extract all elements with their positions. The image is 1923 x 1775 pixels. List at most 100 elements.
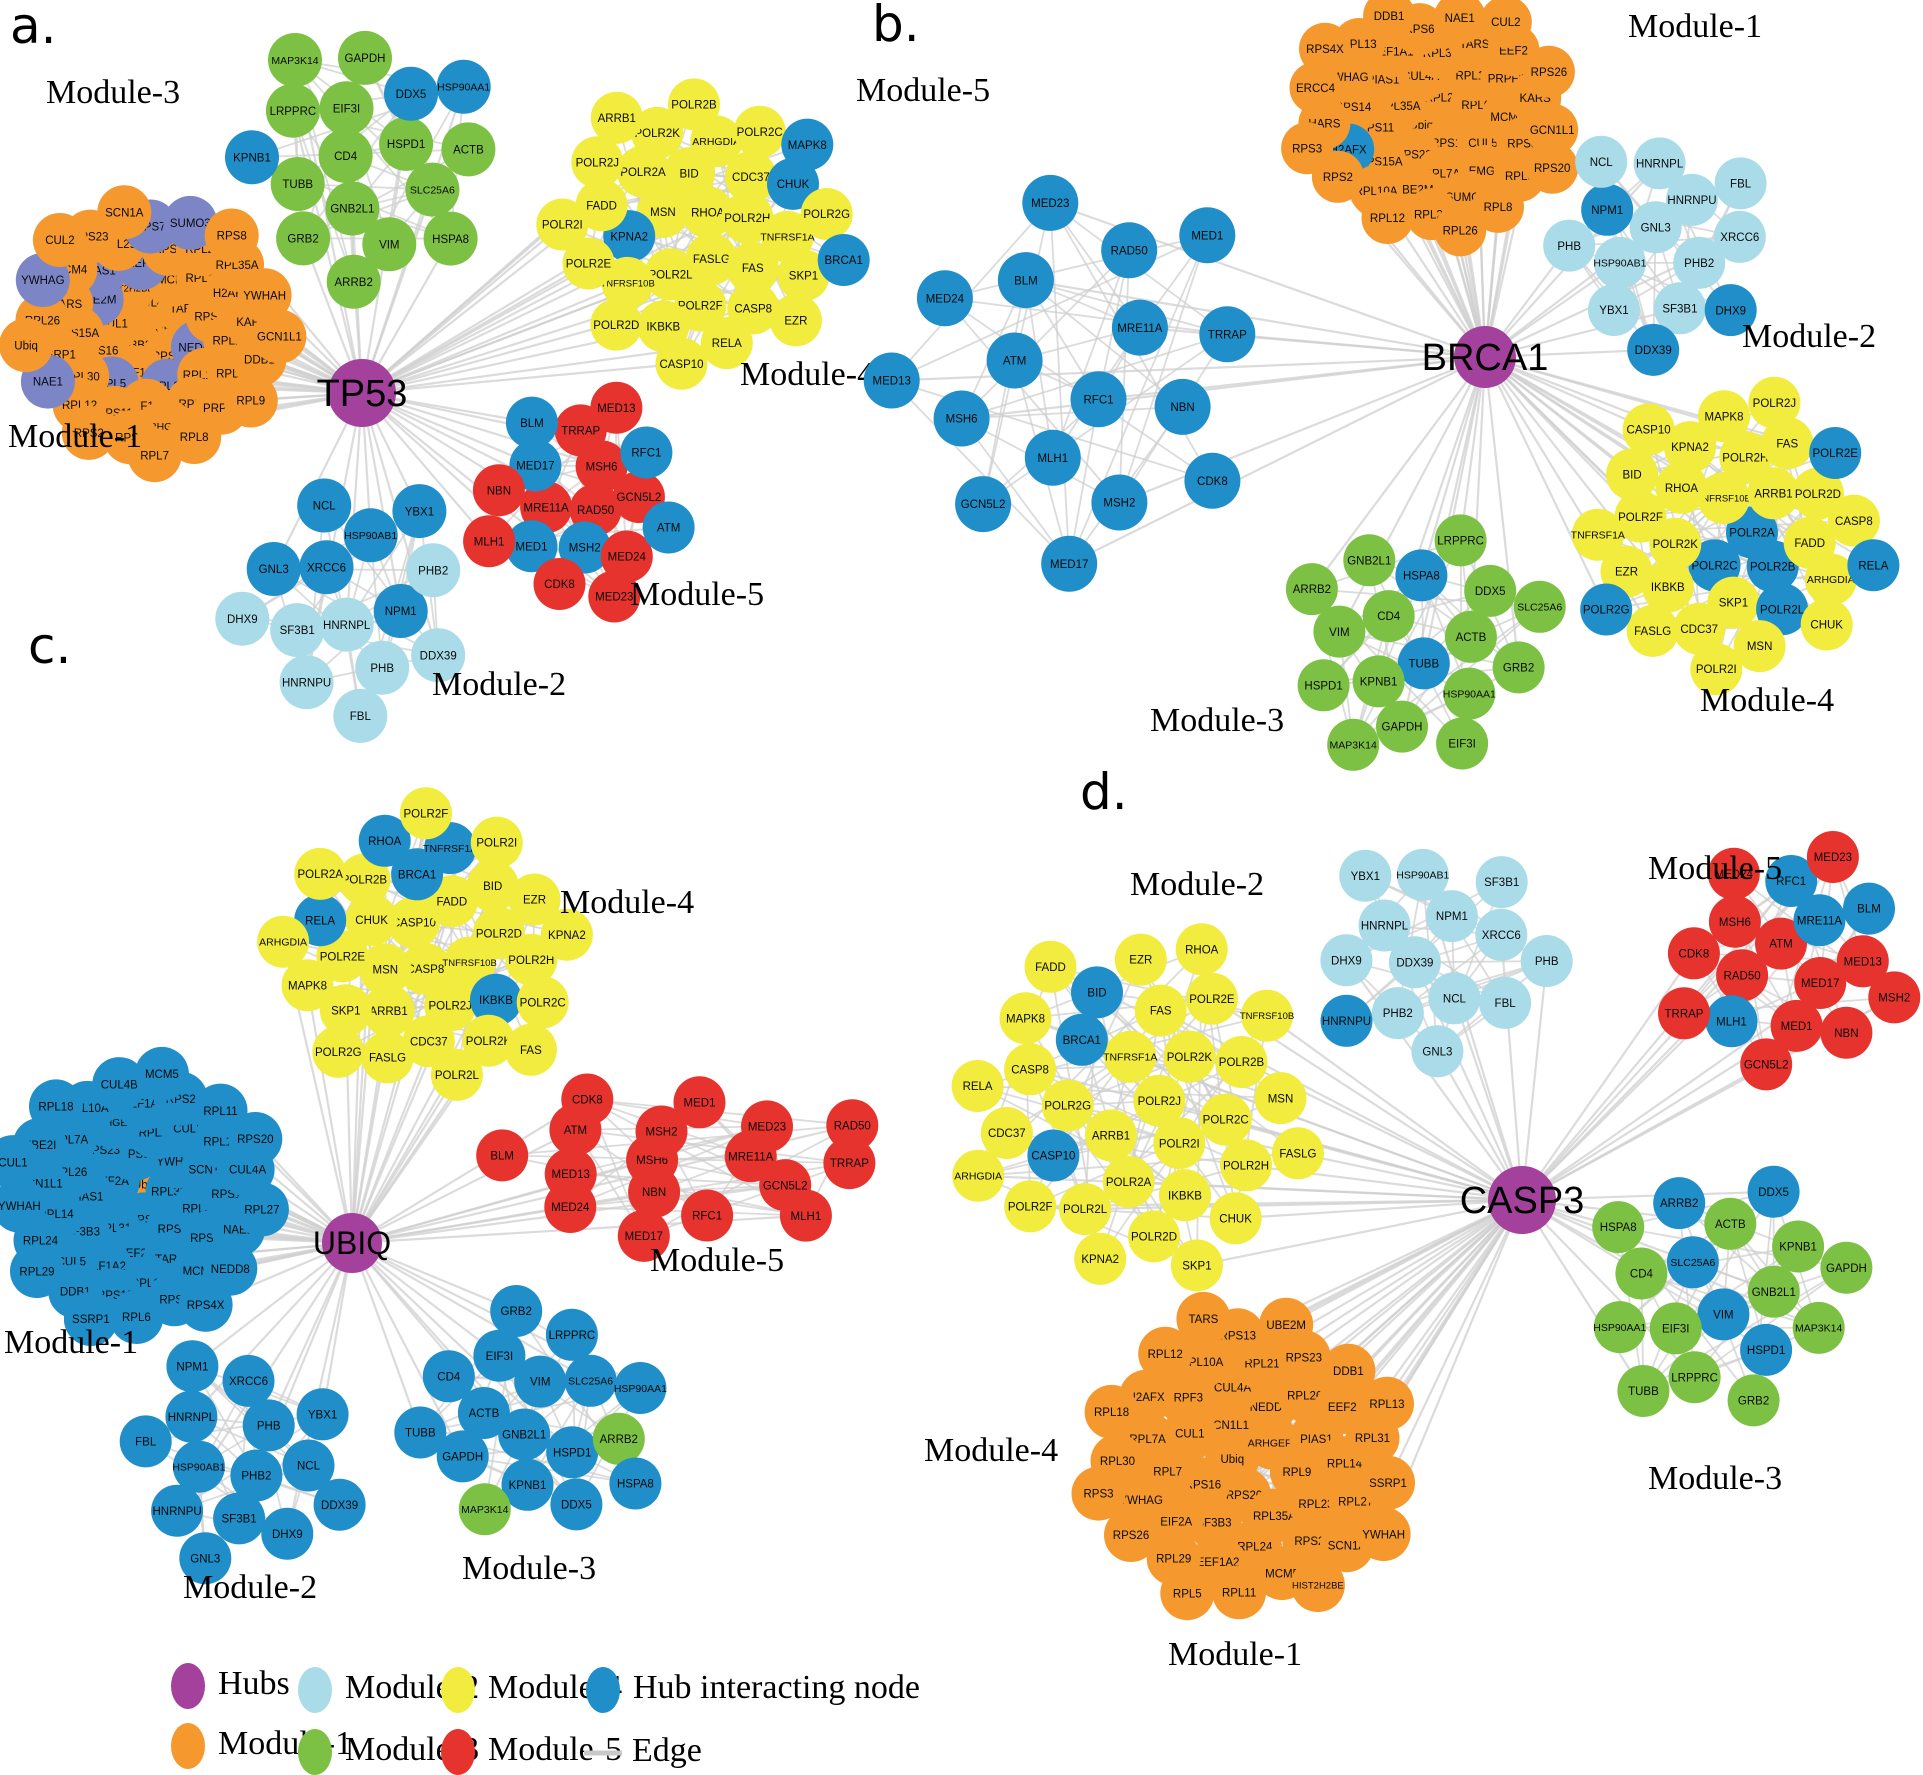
gene-node-label: KPNA2 (610, 231, 648, 243)
hub-edge-line (1030, 1198, 1523, 1208)
gene-node-label: EEF2 (1328, 1402, 1357, 1414)
hub-edge-line (267, 1242, 354, 1426)
gene-node-label: GNB2L1 (1347, 555, 1391, 567)
module-label: Module-1 (1628, 8, 1762, 45)
gene-node-label: GNB2L1 (1752, 1287, 1796, 1299)
gene-node (516, 976, 569, 1029)
gene-node-label: ATM (1003, 356, 1026, 368)
edge-line (1641, 1245, 1799, 1275)
gene-node-label: BRCA1 (825, 255, 863, 267)
gene-node (1479, 976, 1532, 1029)
gene-node-label: MSN (1747, 641, 1773, 653)
gene-node (1464, 564, 1517, 617)
hub-edge-line (350, 1242, 422, 1433)
gene-node (472, 464, 525, 517)
gene-node-label: POLR2A (1729, 528, 1775, 540)
gene-node (1792, 1301, 1845, 1354)
gene-node-label: BRCA1 (398, 870, 436, 882)
gene-node-label: MLH1 (1037, 453, 1068, 465)
gene-node (319, 984, 372, 1037)
gene-node (1748, 376, 1801, 429)
gene-node-label: GAPDH (1382, 722, 1423, 734)
gene-node-label: CASP8 (734, 304, 772, 316)
gene-node-label: ATM (564, 1125, 587, 1137)
gene-node-label: MED24 (551, 1202, 590, 1214)
gene-node-label: VIM (1329, 627, 1349, 639)
gene-node-label: HNRNPU (1322, 1016, 1371, 1028)
gene-node (476, 1129, 529, 1182)
gene-node-label: PHB2 (418, 565, 448, 577)
gene-node (361, 1031, 414, 1084)
panel-letter: b. (872, 0, 920, 53)
legend-label: Edge (632, 1732, 702, 1769)
gene-node (1285, 563, 1338, 616)
gene-node-label: CDK8 (1679, 949, 1710, 961)
gene-node-label: DHX9 (1715, 305, 1746, 317)
gene-node-label: MAP3K14 (461, 1504, 508, 1516)
module-label: Module-3 (46, 74, 180, 111)
gene-node-label: HSPD1 (553, 1447, 591, 1459)
gene-node (951, 1060, 1004, 1112)
gene-node (781, 118, 834, 171)
gene-node-label: RPS20 (1534, 163, 1570, 175)
gene-node (1004, 1043, 1057, 1096)
gene-node-label: YWHAG (1119, 1495, 1163, 1507)
gene-node-label: SLC25A6 (1670, 1257, 1715, 1269)
edge-line (1051, 249, 1131, 459)
gene-node (1102, 1155, 1155, 1208)
gene-node (1836, 935, 1889, 988)
module-cluster-a-module-1: PCNASF3B3CUL4BRPS13CUL1TARSEEF1A2HIST2H2… (0, 185, 307, 483)
gene-node-label: RFC1 (1083, 395, 1113, 407)
gene-node-label: FBL (1730, 179, 1752, 191)
gene-node (1727, 1374, 1780, 1427)
gene-node-label: EIF2A (1160, 1517, 1192, 1529)
gene-node-label: ARHGDIA (259, 937, 307, 949)
gene-node (294, 847, 347, 900)
gene-node (252, 309, 307, 364)
gene-node-label: FAS (520, 1045, 542, 1057)
gene-node (362, 217, 417, 272)
gene-node-label: CHUK (355, 915, 388, 927)
gene-node-label: RELA (963, 1081, 993, 1093)
gene-node-label: KPNA2 (1081, 1254, 1119, 1266)
gene-node-label: BLM (520, 418, 544, 430)
gene-node (406, 543, 461, 598)
gene-node (823, 1137, 876, 1190)
gene-node (1153, 1117, 1206, 1170)
gene-node (1740, 1038, 1793, 1091)
hub-edge-line (1422, 356, 1487, 664)
gene-node (222, 1354, 275, 1407)
gene-node-label: DDB1 (1374, 11, 1405, 23)
gene-node-label: MED1 (1781, 1021, 1813, 1033)
gene-node (1360, 1376, 1414, 1431)
gene-node (1794, 957, 1847, 1009)
gene-node (1388, 936, 1441, 989)
gene-node-label: POLR2A (298, 869, 344, 881)
gene-node (588, 570, 641, 623)
gene-node-label: POLR2H (508, 955, 554, 967)
gene-node (1704, 1197, 1757, 1250)
gene-node-label: MED1 (684, 1097, 716, 1109)
gene-node (457, 1387, 510, 1439)
gene-node-label: EIF3I (1448, 739, 1475, 751)
gene-node-label: TUBB (1408, 659, 1439, 671)
gene-node (1199, 306, 1256, 363)
gene-node (590, 91, 643, 144)
gene-node (1716, 949, 1769, 1002)
gene-node (1362, 590, 1415, 643)
gene-node (466, 860, 519, 912)
gene-node-label: ARRB2 (1293, 584, 1331, 596)
gene-node-label: HNRNPL (1361, 921, 1409, 933)
gene-node-label: MRE11A (1117, 323, 1162, 335)
gene-node (1615, 1247, 1668, 1300)
hub-edge-line (961, 355, 1486, 420)
gene-node-label: POLR2K (635, 128, 681, 140)
gene-node-label: BID (483, 881, 502, 893)
gene-node-label: RPL12 (1370, 213, 1405, 225)
module-cluster-c-module-5: MSH6 MRE11A NBN MSH2 GCN5L2 MED13 MED23 RFC1 ATM… (476, 1073, 879, 1262)
gene-node-label: TARS (1188, 1314, 1218, 1326)
gene-node (490, 1285, 543, 1337)
gene-node-label: RPL24 (23, 1236, 59, 1248)
gene-node-label: DDX39 (1635, 345, 1672, 357)
gene-node-label: LRPPRC (549, 1330, 596, 1342)
